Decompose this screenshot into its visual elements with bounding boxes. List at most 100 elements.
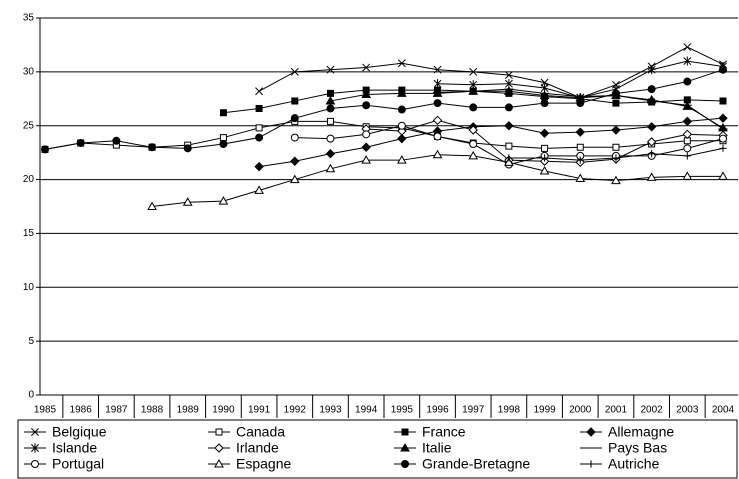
legend-marker xyxy=(30,460,40,468)
x-tick-label: 2003 xyxy=(676,405,699,416)
data-point xyxy=(397,133,407,144)
y-tick-label: 20 xyxy=(23,174,35,185)
x-tick-label: 1997 xyxy=(462,405,485,416)
legend-label: Grande-Bretagne xyxy=(422,456,530,472)
data-point xyxy=(40,145,50,154)
data-point xyxy=(576,151,585,160)
data-point xyxy=(361,155,372,164)
x-tick-label: 1988 xyxy=(141,405,164,416)
data-point xyxy=(469,103,478,112)
data-point xyxy=(541,144,549,152)
x-tick-label: 1993 xyxy=(319,405,342,416)
legend-marker xyxy=(215,428,223,436)
y-tick-label: 5 xyxy=(28,336,34,347)
data-point xyxy=(326,117,334,125)
series-line xyxy=(330,90,724,129)
data-point xyxy=(647,85,656,94)
data-point xyxy=(468,150,479,160)
x-tick-label: 2001 xyxy=(605,405,628,416)
data-point xyxy=(683,43,692,52)
x-tick-label: 1992 xyxy=(284,405,307,416)
data-point xyxy=(575,127,585,137)
data-point xyxy=(433,132,442,141)
data-point xyxy=(539,165,550,175)
data-point xyxy=(147,201,157,210)
data-point xyxy=(291,97,299,105)
data-point xyxy=(148,143,157,152)
data-point xyxy=(718,134,728,143)
data-point xyxy=(183,144,192,153)
data-point xyxy=(432,149,443,159)
data-point xyxy=(325,163,336,173)
data-point xyxy=(255,133,264,142)
legend-label: Belgique xyxy=(52,424,107,440)
data-point xyxy=(683,56,692,66)
y-tick-label: 30 xyxy=(23,66,35,77)
legend-marker xyxy=(31,443,39,453)
x-tick-label: 1986 xyxy=(70,405,93,416)
legend-label: Irlande xyxy=(236,440,279,456)
data-point xyxy=(683,144,692,153)
data-point xyxy=(612,99,620,107)
data-point xyxy=(683,152,691,160)
data-point xyxy=(182,197,193,206)
data-point xyxy=(719,144,727,152)
data-point xyxy=(254,161,264,172)
x-tick-label: 1999 xyxy=(533,405,556,416)
legend-label: Autriche xyxy=(608,456,660,472)
data-point xyxy=(504,121,514,131)
legend-marker xyxy=(214,443,224,453)
data-point xyxy=(504,157,514,166)
legend-marker xyxy=(587,460,595,468)
x-tick-label: 1990 xyxy=(212,405,235,416)
x-tick-label: 1991 xyxy=(248,405,271,416)
data-point xyxy=(504,71,513,80)
x-tick-label: 1985 xyxy=(34,405,57,416)
data-point xyxy=(683,77,692,86)
data-point xyxy=(433,99,442,108)
x-tick-label: 1989 xyxy=(177,405,200,416)
legend-marker xyxy=(586,427,596,437)
x-tick-label: 1995 xyxy=(391,405,414,416)
data-point xyxy=(576,156,584,164)
y-tick-label: 15 xyxy=(23,228,35,239)
x-tick-label: 2002 xyxy=(641,405,664,416)
legend-marker xyxy=(400,460,410,468)
data-point xyxy=(290,114,299,123)
data-point xyxy=(576,143,584,151)
data-point xyxy=(646,122,657,132)
data-point xyxy=(325,95,336,105)
data-point xyxy=(289,174,300,184)
data-point xyxy=(362,130,371,139)
data-point xyxy=(682,129,693,140)
data-point xyxy=(576,99,585,108)
data-point xyxy=(255,124,263,132)
x-tick-label: 2004 xyxy=(712,405,735,416)
legend-marker xyxy=(400,442,410,452)
data-point xyxy=(612,143,620,151)
legend-box xyxy=(17,419,738,479)
x-tick-label: 2000 xyxy=(569,405,592,416)
data-point xyxy=(611,125,621,135)
data-point xyxy=(397,59,406,68)
data-point xyxy=(325,149,336,159)
legend-marker xyxy=(214,458,224,468)
data-point xyxy=(361,142,371,152)
data-point xyxy=(219,109,227,117)
data-point xyxy=(505,154,513,162)
data-point xyxy=(290,67,299,76)
data-point xyxy=(112,136,121,145)
data-point xyxy=(469,67,478,76)
data-point xyxy=(575,173,586,182)
data-point xyxy=(540,99,549,108)
legend-label: Pays Bas xyxy=(608,440,667,456)
legend-label: France xyxy=(422,424,466,440)
data-point xyxy=(362,63,371,72)
data-point xyxy=(469,140,478,149)
data-point xyxy=(361,89,372,98)
data-point xyxy=(682,171,693,180)
data-point xyxy=(719,97,727,105)
data-point xyxy=(539,90,550,100)
